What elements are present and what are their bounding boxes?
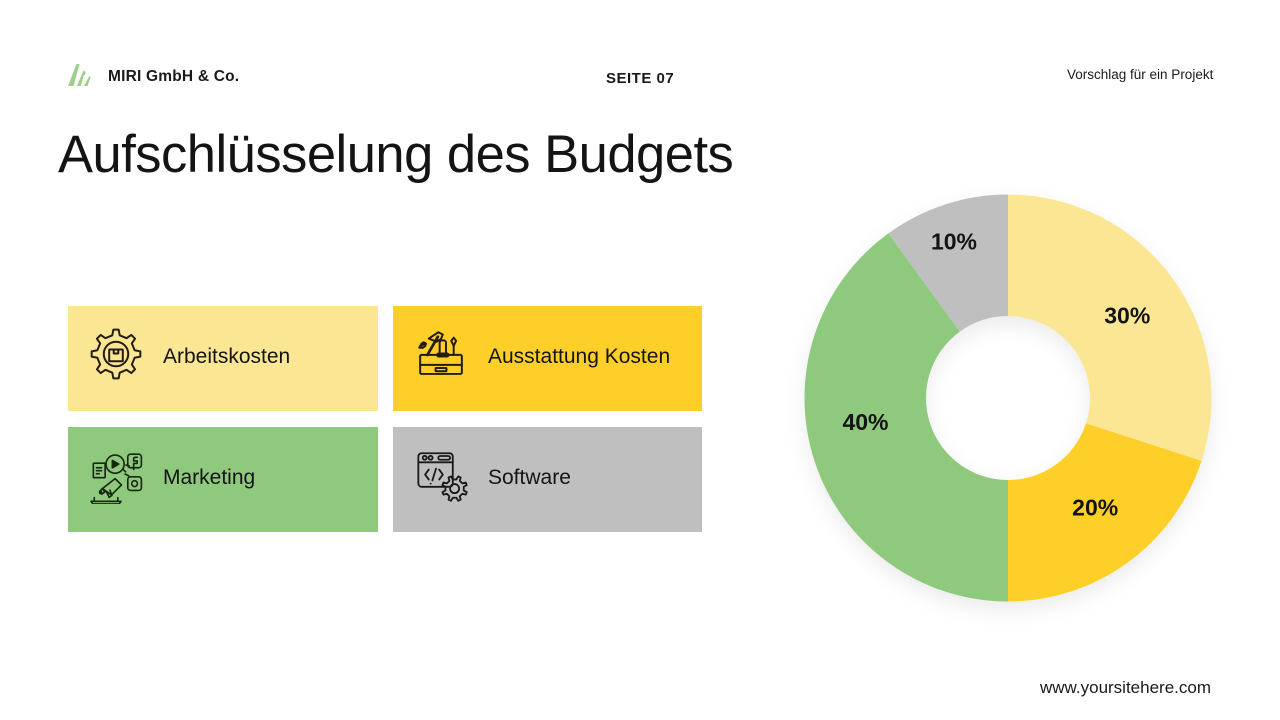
svg-text:30%: 30% — [1104, 302, 1150, 328]
svg-text:10%: 10% — [931, 229, 977, 255]
svg-text:40%: 40% — [842, 409, 888, 435]
svg-text:20%: 20% — [1072, 494, 1118, 520]
